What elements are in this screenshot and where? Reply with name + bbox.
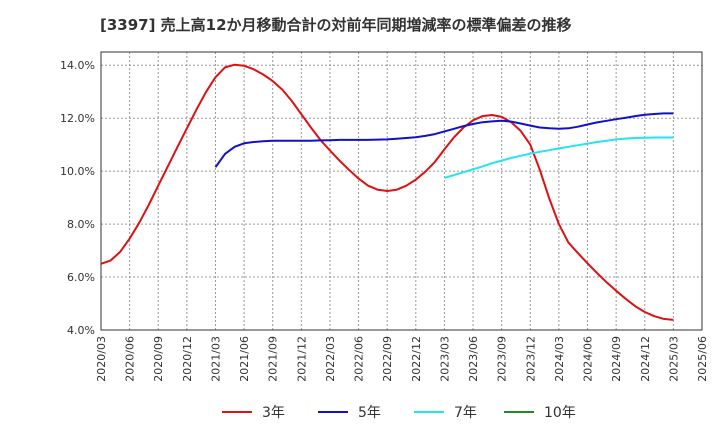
x-tick-label: 2024/06 xyxy=(582,336,595,382)
legend-item: 7年 xyxy=(414,402,477,422)
legend-item: 3年 xyxy=(222,402,285,422)
x-tick-label: 2024/12 xyxy=(639,336,652,382)
y-tick-label: 8.0% xyxy=(67,218,95,231)
y-tick-labels: 4.0% 6.0% 8.0% 10.0% 12.0% 14.0% xyxy=(60,59,95,337)
x-tick-label: 2020/12 xyxy=(181,336,194,382)
legend-label: 7年 xyxy=(454,405,477,421)
x-tick-label: 2022/03 xyxy=(324,336,337,382)
x-tick-label: 2021/06 xyxy=(238,336,251,382)
x-tick-label: 2022/06 xyxy=(353,336,366,382)
y-tick-label: 4.0% xyxy=(67,324,95,337)
legend-swatch xyxy=(504,411,534,413)
series-lines xyxy=(100,63,674,321)
y-tick-label: 6.0% xyxy=(67,271,95,284)
x-tick-label: 2020/03 xyxy=(95,336,108,382)
plot-area xyxy=(101,52,702,330)
x-tick-label: 2021/03 xyxy=(209,336,222,382)
x-tick-label: 2021/09 xyxy=(267,336,280,382)
chart-title: [3397] 売上高12か月移動合計の対前年同期増減率の標準偏差の推移 xyxy=(100,16,572,34)
x-tick-label: 2024/03 xyxy=(553,336,566,382)
legend: 3年 5年 7年 10年 xyxy=(0,402,720,426)
legend-label: 3年 xyxy=(262,405,285,421)
legend-item: 5年 xyxy=(318,402,381,422)
axes xyxy=(100,51,703,331)
x-tick-label: 2020/06 xyxy=(124,336,137,382)
x-tick-label: 2025/03 xyxy=(667,336,680,382)
y-tick-label: 14.0% xyxy=(60,59,95,72)
y-tick-label: 12.0% xyxy=(60,112,95,125)
legend-item: 10年 xyxy=(504,402,576,422)
x-tick-labels: 2020/03 2020/06 2020/09 2020/12 2021/03 2021/… xyxy=(95,336,709,382)
x-tick-label: 2022/12 xyxy=(410,336,423,382)
x-tick-label: 2024/09 xyxy=(610,336,623,382)
legend-label: 5年 xyxy=(358,405,381,421)
legend-label: 10年 xyxy=(544,405,576,421)
x-tick-label: 2021/12 xyxy=(295,336,308,382)
legend-swatch xyxy=(222,411,252,413)
x-tick-label: 2023/03 xyxy=(438,336,451,382)
x-tick-label: 2023/12 xyxy=(524,336,537,382)
x-tick-label: 2022/09 xyxy=(381,336,394,382)
x-tick-label: 2025/06 xyxy=(696,336,709,382)
series-line-2 xyxy=(444,136,674,179)
series-line-0 xyxy=(100,63,674,321)
legend-swatch xyxy=(318,411,348,413)
y-tick-label: 10.0% xyxy=(60,165,95,178)
legend-swatch xyxy=(414,411,444,413)
series-line-1 xyxy=(214,112,674,168)
x-tick-label: 2023/09 xyxy=(496,336,509,382)
x-tick-label: 2020/09 xyxy=(152,336,165,382)
plot-border xyxy=(100,51,703,331)
x-tick-label: 2023/06 xyxy=(467,336,480,382)
